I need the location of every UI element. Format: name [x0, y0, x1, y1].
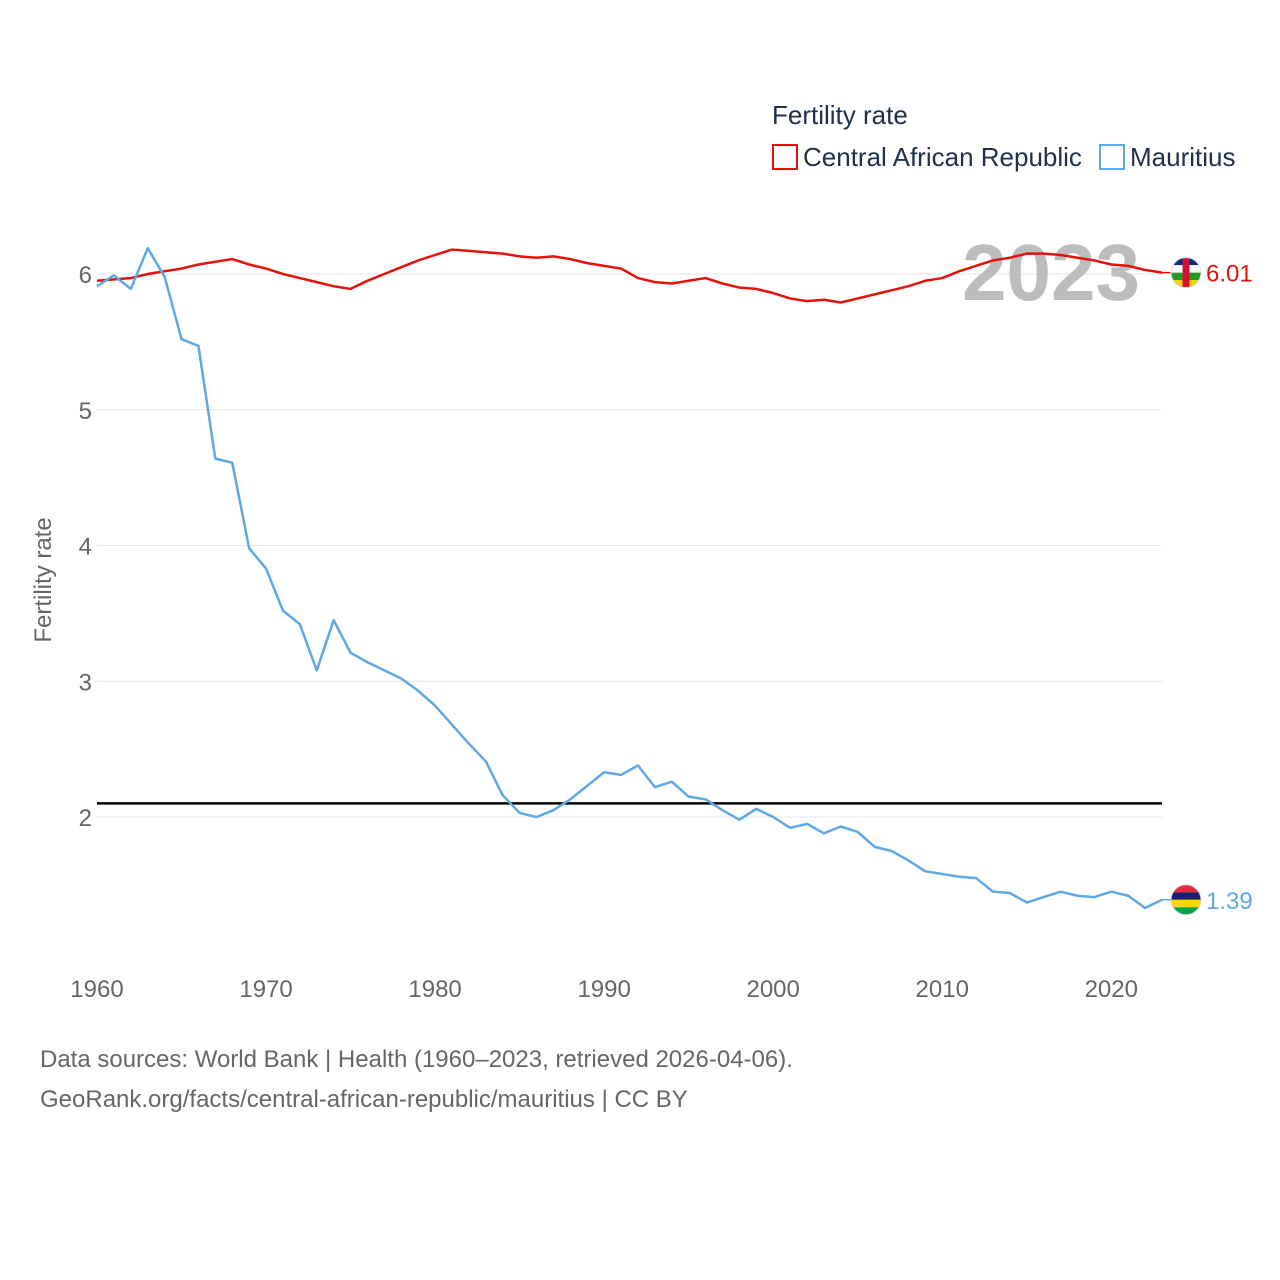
x-tick-label-2000: 2000: [746, 976, 799, 1003]
legend-item-central-african-republic[interactable]: Central African Republic: [772, 142, 1082, 172]
legend-swatch-central-african-republic: [772, 144, 798, 170]
end-value-label-mauritius: 1.39: [1206, 888, 1253, 915]
x-tick-label-2010: 2010: [916, 976, 969, 1003]
central-african-republic-flag-icon: [1170, 257, 1202, 289]
y-tick-label-6: 6: [79, 262, 92, 289]
end-value-label-central-african-republic: 6.01: [1206, 261, 1253, 288]
x-tick-label-1970: 1970: [239, 976, 292, 1003]
mauritius-flag-icon: [1170, 884, 1202, 916]
legend-label-central-african-republic: Central African Republic: [803, 142, 1082, 172]
y-tick-label-4: 4: [79, 534, 92, 561]
end-labels: 6.01 1.39: [1162, 257, 1253, 916]
footer: Data sources: World Bank | Health (1960–…: [40, 1040, 793, 1120]
x-axis: 1960 1970 1980 1990 2000 2010 2020: [70, 976, 1138, 1003]
grid: [97, 273, 1162, 818]
legend-title: Fertility rate: [772, 100, 908, 130]
year-stamp: 2023: [962, 228, 1140, 317]
chart: 2 3 4 5 6 1960 1970 1980 1990 2000 2010 2020 Ferti…: [30, 100, 1253, 1003]
x-tick-label-1980: 1980: [408, 976, 461, 1003]
x-tick-label-2020: 2020: [1085, 976, 1138, 1003]
y-tick-label-5: 5: [79, 398, 92, 425]
legend: Fertility rate Central African Republic …: [772, 100, 1235, 172]
series-layer: [96, 246, 1163, 910]
source-url[interactable]: GeoRank.org/facts/central-african-republ…: [40, 1086, 688, 1113]
x-tick-label-1990: 1990: [577, 976, 630, 1003]
data-source-note: Data sources: World Bank | Health (1960–…: [40, 1046, 793, 1073]
series-line-mauritius[interactable]: [96, 246, 1163, 910]
y-tick-label-2: 2: [79, 805, 92, 832]
legend-label-mauritius: Mauritius: [1130, 142, 1235, 172]
y-axis-title: Fertility rate: [30, 517, 57, 642]
y-tick-label-3: 3: [79, 669, 92, 696]
legend-swatch-mauritius: [1099, 144, 1125, 170]
legend-item-mauritius[interactable]: Mauritius: [1099, 142, 1235, 172]
y-axis: 2 3 4 5 6: [79, 262, 92, 832]
x-tick-label-1960: 1960: [70, 976, 123, 1003]
series-line-central-african-republic[interactable]: [96, 248, 1163, 304]
